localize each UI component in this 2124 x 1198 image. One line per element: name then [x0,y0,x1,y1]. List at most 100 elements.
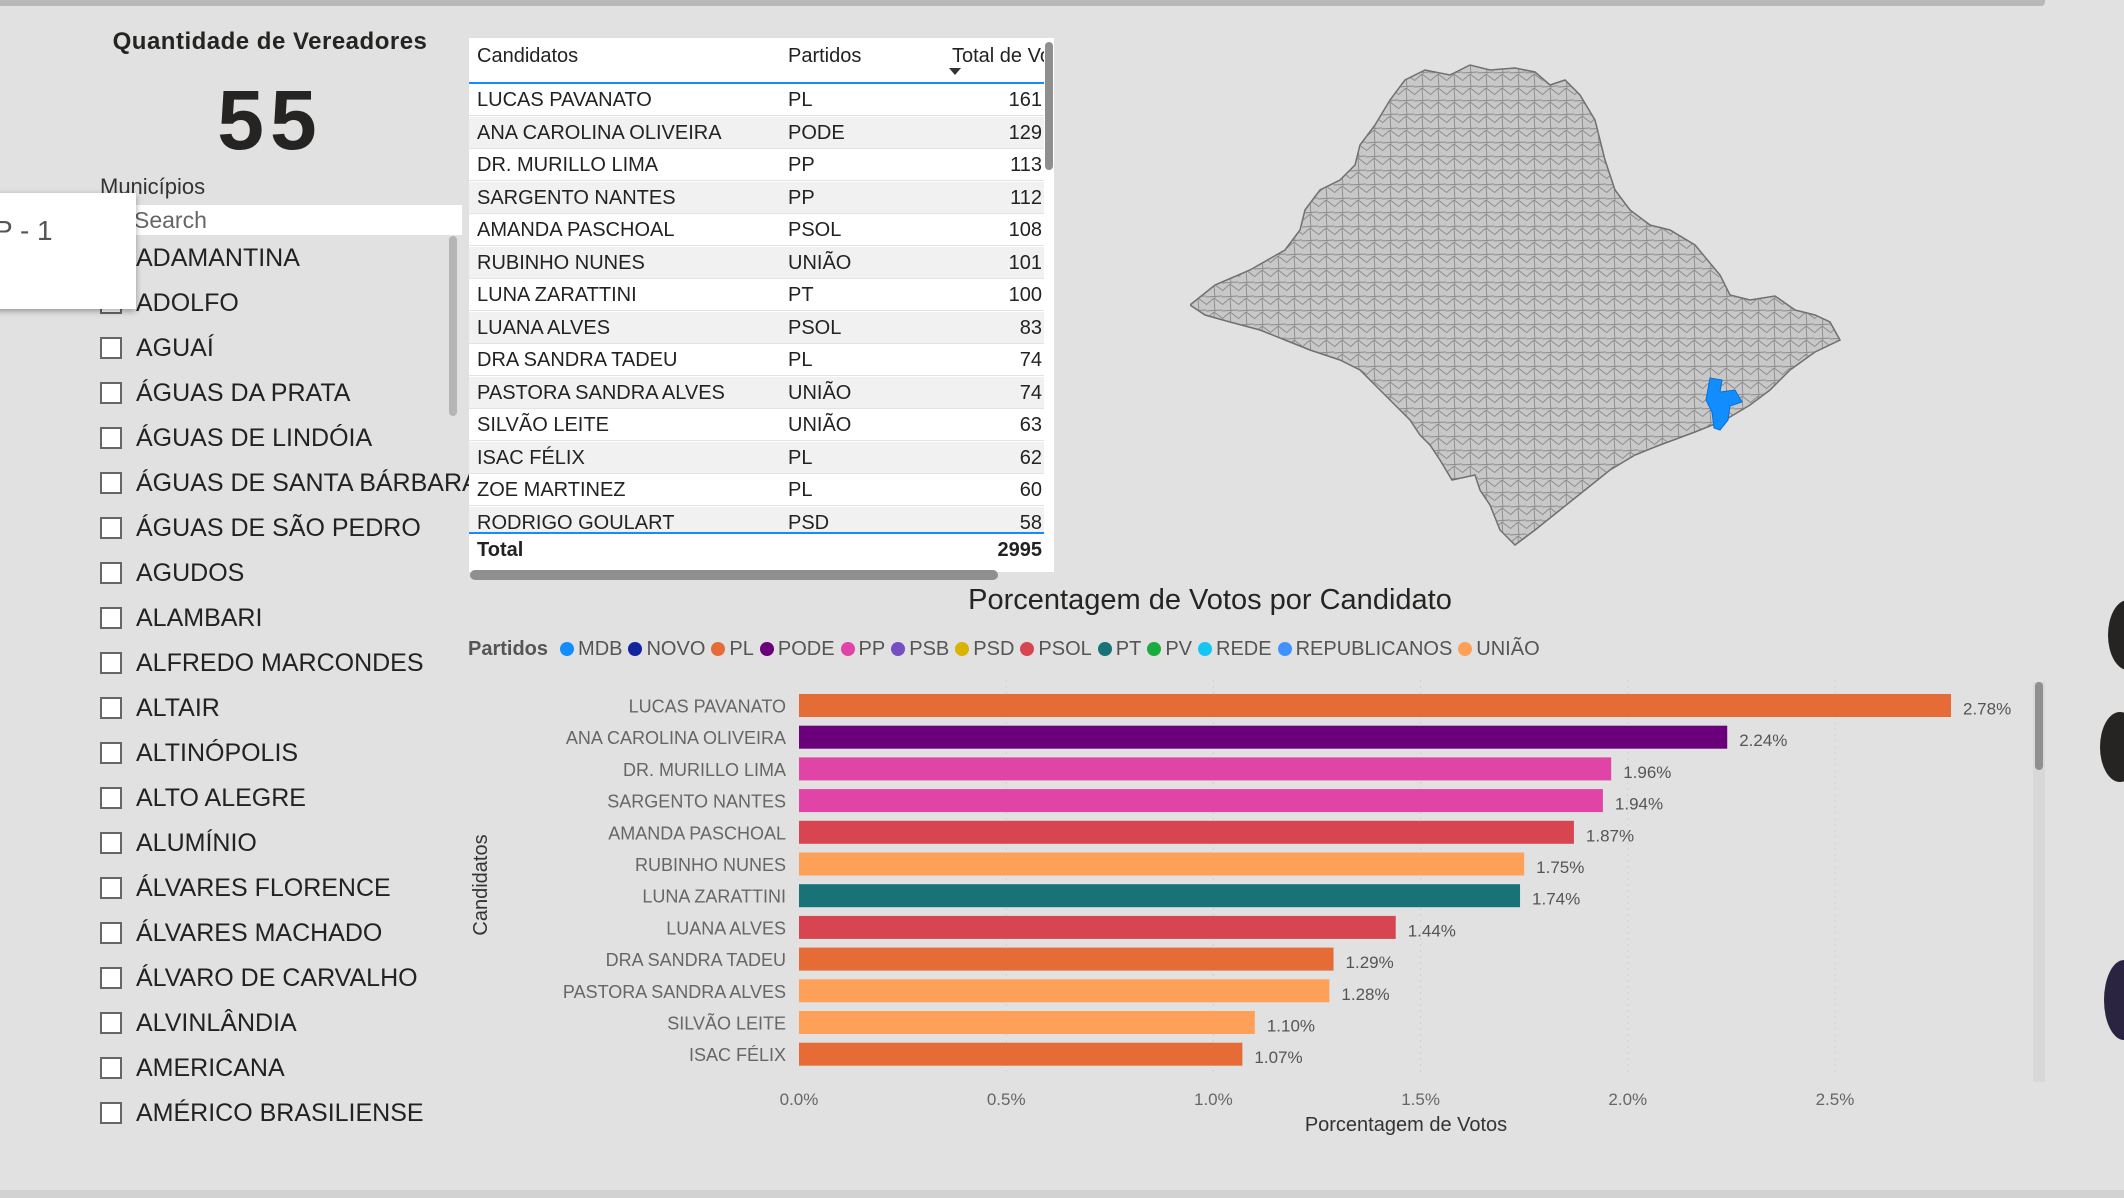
slicer-search-input[interactable]: Search [100,205,462,235]
table-row[interactable]: LUANA ALVES PSOL 83 [469,311,1044,344]
bar[interactable] [799,979,1330,1003]
table-row[interactable]: SARGENTO NANTES PP 112 [469,181,1044,214]
checkbox[interactable] [100,427,122,449]
column-header-total[interactable]: Total de Vo [952,45,1044,67]
bar[interactable] [799,947,1334,971]
slicer-item[interactable]: ALTO ALEGRE [100,778,450,818]
bar[interactable] [799,789,1603,813]
checkbox[interactable] [100,1057,122,1079]
legend-item[interactable]: PODE [759,638,835,661]
bar[interactable] [799,757,1612,781]
slicer-item[interactable]: ÁLVARO DE CARVALHO [100,958,450,998]
table-vertical-scrollbar[interactable] [1045,42,1053,170]
checkbox[interactable] [100,787,122,809]
table-row[interactable]: DR. MURILLO LIMA PP 113 [469,149,1044,181]
bar-category-label: DR. MURILLO LIMA [623,760,786,780]
bar[interactable] [799,694,1951,717]
legend-item[interactable]: PT [1097,638,1141,661]
checkbox[interactable] [100,607,122,629]
table-row[interactable]: RUBINHO NUNES UNIÃO 101 [469,246,1044,279]
bar-data-label: 1.28% [1341,985,1389,1004]
checkbox[interactable] [100,742,122,764]
slicer-item[interactable]: ALTAIR [100,688,450,728]
map-highlight-sao-paulo[interactable] [1705,377,1743,431]
checkbox[interactable] [100,517,122,539]
legend-item[interactable]: REPUBLICANOS [1277,638,1452,661]
slicer-item[interactable]: ÁGUAS DE SÃO PEDRO [100,508,450,548]
side-button-2[interactable] [2100,712,2124,782]
table-cell-name: ZOE MARTINEZ [477,479,626,501]
slicer-item-label: ALUMÍNIO [136,828,257,857]
table-row[interactable]: SILVÃO LEITE UNIÃO 63 [469,409,1044,441]
slicer-item[interactable]: ALFREDO MARCONDES [100,643,450,683]
checkbox[interactable] [100,877,122,899]
checkbox[interactable] [100,922,122,944]
slicer-item[interactable]: AGUAÍ [100,328,450,368]
legend-dot-icon [560,642,575,656]
checkbox[interactable] [100,337,122,359]
checkbox[interactable] [100,652,122,674]
bar[interactable] [799,725,1728,749]
side-button-1[interactable] [2108,600,2124,670]
table-row[interactable]: AMANDA PASCHOAL PSOL 108 [469,214,1044,246]
slicer-item-label: AMÉRICO BRASILIENSE [136,1098,424,1127]
slicer-item[interactable]: ALVINLÂNDIA [100,1003,450,1043]
checkbox[interactable] [100,697,122,719]
table-horizontal-scrollbar[interactable] [470,570,998,580]
slicer-item-label: ALTO ALEGRE [136,783,306,812]
legend-item[interactable]: PSB [891,638,949,661]
table-row[interactable]: DRA SANDRA TADEU PL 74 [469,344,1044,376]
slicer-item[interactable]: AMÉRICO BRASILIENSE [100,1093,450,1133]
table-row[interactable]: ISAC FÉLIX PL 62 [469,441,1044,474]
legend-item[interactable]: PL [711,638,754,661]
bar[interactable] [799,1042,1243,1066]
table-row[interactable]: LUNA ZARATTINI PT 100 [469,279,1044,311]
bar[interactable] [799,852,1525,876]
checkbox[interactable] [100,382,122,404]
table-cell-name: RUBINHO NUNES [477,251,645,274]
top-scrollbar[interactable] [0,0,2045,6]
table-row[interactable]: ANA CAROLINA OLIVEIRA PODE 129 [469,116,1044,149]
slicer-item[interactable]: ALAMBARI [100,598,450,638]
slicer-item[interactable]: ADAMANTINA [100,238,450,278]
slicer-item[interactable]: AMERICANA [100,1048,450,1088]
slicer-item[interactable]: ÁLVARES MACHADO [100,913,450,953]
slicer-item[interactable]: ÁGUAS DA PRATA [100,373,450,413]
sao-paulo-map[interactable] [1190,60,1930,560]
table-row[interactable]: ZOE MARTINEZ PL 60 [469,474,1044,506]
checkbox[interactable] [100,967,122,989]
slicer-item[interactable]: ALUMÍNIO [100,823,450,863]
bar[interactable] [799,884,1521,908]
slicer-item[interactable]: AGUDOS [100,553,450,593]
table-row[interactable]: PASTORA SANDRA ALVES UNIÃO 74 [469,376,1044,409]
checkbox[interactable] [100,1012,122,1034]
sort-descending-icon[interactable] [949,68,961,75]
legend-item[interactable]: UNIÃO [1458,638,1540,661]
legend-dot-icon [1097,642,1112,656]
slicer-item[interactable]: ÁLVARES FLORENCE [100,868,450,908]
legend-item[interactable]: PV [1147,638,1192,661]
legend-item[interactable]: PP [840,638,885,661]
legend-item[interactable]: NOVO [628,638,705,661]
table-row[interactable]: LUCAS PAVANATO PL 161 [469,84,1044,116]
bar[interactable] [799,1011,1255,1034]
legend-item[interactable]: PSOL [1020,638,1092,661]
checkbox[interactable] [100,472,122,494]
bar[interactable] [799,820,1574,844]
side-button-3[interactable] [2104,960,2124,1040]
column-header-partidos[interactable]: Partidos [788,45,862,67]
slicer-scrollbar[interactable] [449,236,457,416]
legend-item[interactable]: MDB [560,638,622,661]
column-header-candidatos[interactable]: Candidatos [477,45,579,67]
slicer-item[interactable]: ÁGUAS DE SANTA BÁRBARA [100,463,479,503]
slicer-item[interactable]: ALTINÓPOLIS [100,733,450,773]
slicer-item[interactable]: ADOLFO [100,283,450,323]
chart-vertical-scrollbar[interactable] [2035,682,2043,770]
bar[interactable] [799,915,1396,939]
slicer-item[interactable]: ÁGUAS DE LINDÓIA [100,418,450,458]
checkbox[interactable] [100,832,122,854]
checkbox[interactable] [100,562,122,584]
checkbox[interactable] [100,1102,122,1124]
legend-item[interactable]: PSD [955,638,1014,661]
legend-item[interactable]: REDE [1198,638,1272,661]
